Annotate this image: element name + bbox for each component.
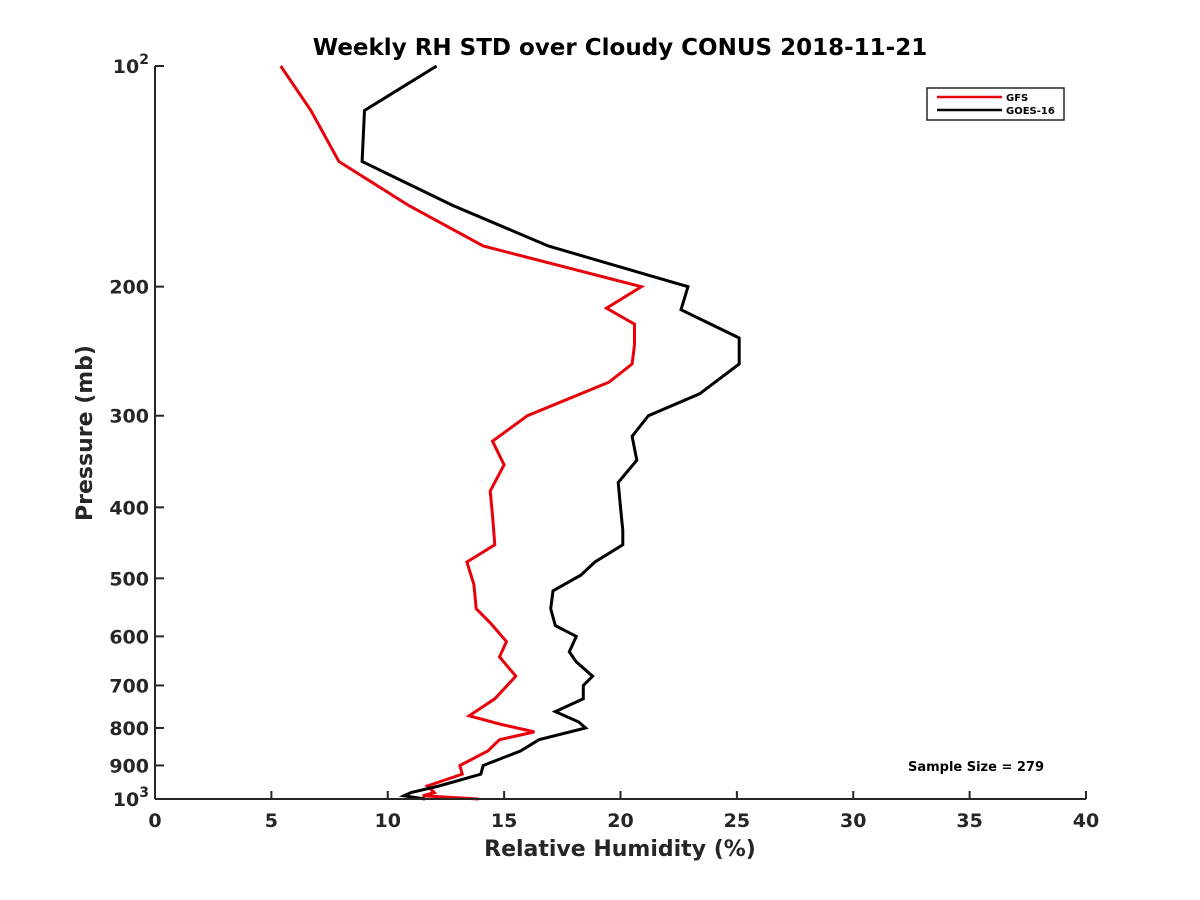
legend-label-gfs: GFS — [1006, 93, 1028, 104]
series-line-gfs — [279, 65, 646, 801]
x-tick-label: 25 — [724, 810, 750, 832]
y-tick-label-base: 700 — [109, 675, 149, 697]
legend-label-goes16: GOES-16 — [1006, 106, 1055, 117]
y-tick-label: 500 — [109, 568, 149, 590]
legend-box — [926, 87, 1065, 121]
y-tick-label: 900 — [109, 755, 149, 777]
x-tick-label: 10 — [375, 810, 401, 832]
y-tick-label-base: 600 — [109, 626, 149, 648]
x-tick-label: 35 — [956, 810, 982, 832]
x-tick-label: 20 — [607, 810, 633, 832]
y-tick-label-exponent: 2 — [139, 52, 149, 68]
y-tick-label: 700 — [109, 675, 149, 697]
y-tick-label: 600 — [109, 626, 149, 648]
y-tick-label-base: 500 — [109, 568, 149, 590]
y-tick-label-base: 900 — [109, 755, 149, 777]
series-line-goes16 — [360, 64, 741, 801]
chart-title: Weekly RH STD over Cloudy CONUS 2018-11-… — [313, 35, 927, 61]
y-tick-label: 102 — [113, 52, 149, 78]
y-tick-label: 800 — [109, 718, 149, 740]
x-axis-ticks: 0 5 10 15 20 25 30 35 40 — [148, 791, 1099, 832]
y-tick-label-base: 400 — [109, 497, 149, 519]
y-tick-label-base: 200 — [109, 277, 149, 299]
y-tick-label: 200 — [109, 277, 149, 299]
y-tick-label-base: 10 — [113, 56, 139, 78]
y-tick-label-base: 10 — [113, 789, 139, 811]
x-tick-label: 5 — [265, 810, 278, 832]
x-tick-label: 15 — [491, 810, 517, 832]
y-tick-label: 300 — [109, 406, 149, 428]
legend: GFS GOES-16 — [926, 87, 1065, 121]
x-axis-label: Relative Humidity (%) — [484, 837, 756, 862]
y-tick-label: 103 — [113, 785, 149, 811]
y-tick-label: 400 — [109, 497, 149, 519]
sample-size-annotation: Sample Size = 279 — [908, 760, 1044, 775]
y-axis-label: Pressure (mb) — [73, 345, 98, 521]
x-tick-label: 0 — [148, 810, 161, 832]
y-tick-label-base: 300 — [109, 406, 149, 428]
plot-lines — [279, 64, 741, 801]
y-tick-label-exponent: 3 — [139, 785, 149, 801]
y-tick-label-base: 800 — [109, 718, 149, 740]
x-tick-label: 30 — [840, 810, 866, 832]
x-tick-label: 40 — [1073, 810, 1099, 832]
